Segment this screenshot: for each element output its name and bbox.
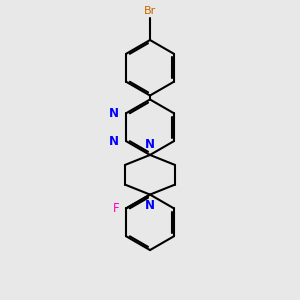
Text: N: N	[109, 107, 119, 120]
Text: N: N	[145, 138, 155, 151]
Text: F: F	[112, 202, 119, 215]
Text: N: N	[145, 199, 155, 212]
Text: Br: Br	[144, 6, 156, 16]
Text: N: N	[109, 135, 119, 148]
